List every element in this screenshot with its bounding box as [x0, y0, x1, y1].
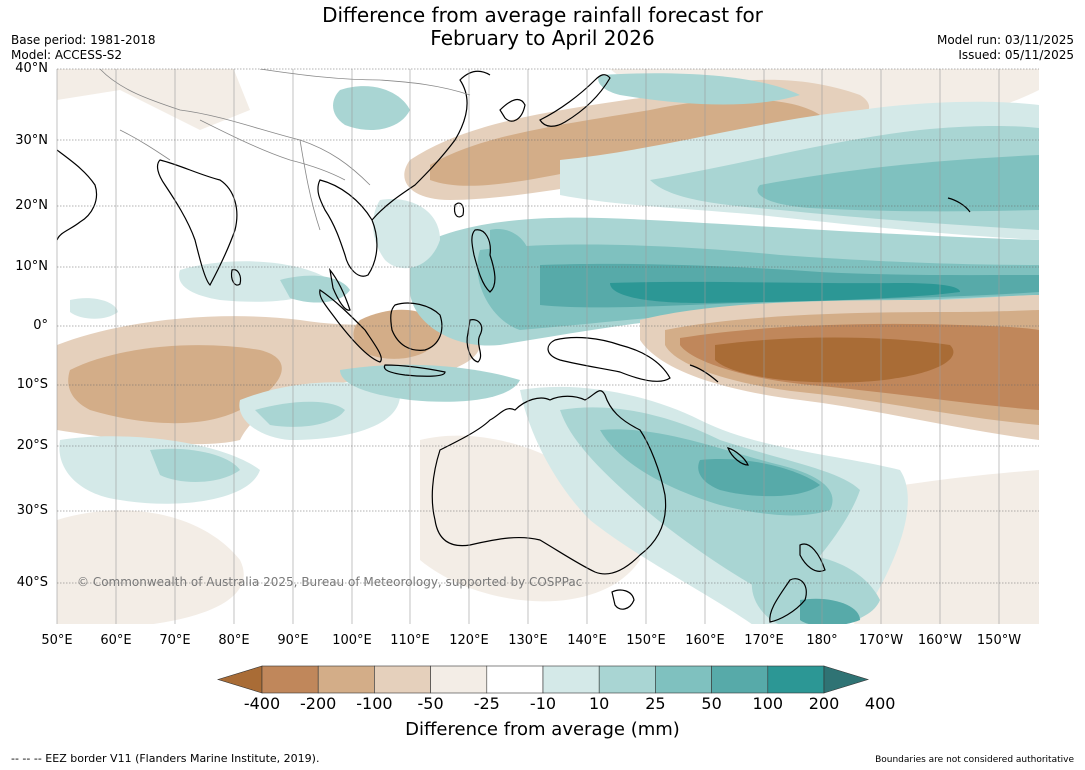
- lon-label: 70°E: [159, 633, 191, 648]
- lat-label: 10°N: [15, 259, 48, 274]
- colorbar-max-extend: [823, 665, 870, 694]
- lon-label: 130°E: [508, 633, 548, 648]
- lon-label: 110°E: [390, 633, 430, 648]
- meta-right: Model run: 03/11/2025 Issued: 05/11/2025: [937, 33, 1074, 63]
- colorbar-swatch: [317, 665, 375, 694]
- colorbar-swatch: [542, 665, 600, 694]
- model-name: Model: ACCESS-S2: [11, 48, 123, 62]
- lat-label: 30°S: [16, 503, 48, 518]
- lat-label: 0°: [33, 318, 48, 333]
- issued-date: Issued: 05/11/2025: [958, 48, 1074, 62]
- lon-label: 90°E: [277, 633, 309, 648]
- copyright-notice: © Commonwealth of Australia 2025, Bureau…: [77, 575, 583, 589]
- lat-label: 20°N: [15, 198, 48, 213]
- colorbar-swatch: [430, 665, 488, 694]
- lat-label: 20°S: [16, 438, 48, 453]
- colorbar-tick-label: -100: [356, 694, 393, 713]
- map-title: Difference from average rainfall forecas…: [0, 4, 1085, 50]
- meta-left: Base period: 1981-2018 Model: ACCESS-S2: [11, 33, 156, 63]
- lon-label: 140°E: [567, 633, 607, 648]
- colorbar: [216, 665, 870, 694]
- colorbar-tick-label: -10: [529, 694, 557, 713]
- base-period: Base period: 1981-2018: [11, 33, 156, 47]
- title-line-1: Difference from average rainfall forecas…: [322, 3, 763, 27]
- colorbar-tick-label: 50: [701, 694, 722, 713]
- lat-label: 40°N: [15, 61, 48, 76]
- colorbar-tick-label: -200: [300, 694, 337, 713]
- eez-legend: -- -- -- EEZ border V11 (Flanders Marine…: [11, 752, 320, 765]
- colorbar-swatch: [261, 665, 319, 694]
- coastlines: [57, 70, 971, 623]
- lon-label: 160°E: [685, 633, 725, 648]
- lon-label: 80°E: [218, 633, 250, 648]
- colorbar-swatch: [711, 665, 769, 694]
- lon-label: 50°E: [41, 633, 73, 648]
- colorbar-swatch: [598, 665, 656, 694]
- lat-label: 40°S: [16, 575, 48, 590]
- lon-label: 170°W: [858, 633, 904, 648]
- colorbar-tick-label: 100: [752, 694, 784, 713]
- colorbar-tick-label: -400: [243, 694, 281, 713]
- lon-label: 60°E: [100, 633, 132, 648]
- colorbar-swatch: [767, 665, 825, 694]
- rainfall-map-area: [57, 69, 1039, 624]
- graticule: [56, 68, 1039, 624]
- colorbar-min-extend: [216, 665, 263, 694]
- lon-label: 170°E: [744, 633, 784, 648]
- colorbar-swatch: [374, 665, 431, 694]
- colorbar-tick-label: 400: [864, 694, 896, 713]
- model-run: Model run: 03/11/2025: [936, 33, 1074, 47]
- lat-label: 30°N: [15, 133, 48, 148]
- lon-label: 100°E: [332, 633, 372, 648]
- lat-label: 10°S: [16, 377, 48, 392]
- colorbar-tick-label: -25: [473, 694, 500, 713]
- colorbar-swatch: [655, 665, 712, 694]
- title-line-2: February to April 2026: [430, 26, 655, 50]
- lon-label: 150°E: [626, 633, 666, 648]
- lon-label: 150°W: [976, 633, 1022, 648]
- country-borders: [99, 69, 471, 231]
- lon-label: 180°: [806, 633, 838, 648]
- colorbar-swatch: [486, 665, 544, 694]
- lon-label: 160°W: [917, 633, 963, 648]
- colorbar-label: Difference from average (mm): [405, 719, 680, 740]
- lon-label: 120°E: [449, 633, 489, 648]
- colorbar-tick-label: 200: [808, 694, 840, 713]
- colorbar-tick-label: 25: [645, 694, 666, 713]
- colorbar-tick-label: 10: [589, 694, 610, 713]
- colorbar-tick-label: -50: [417, 694, 444, 713]
- boundaries-disclaimer: Boundaries are not considered authoritat…: [875, 755, 1074, 765]
